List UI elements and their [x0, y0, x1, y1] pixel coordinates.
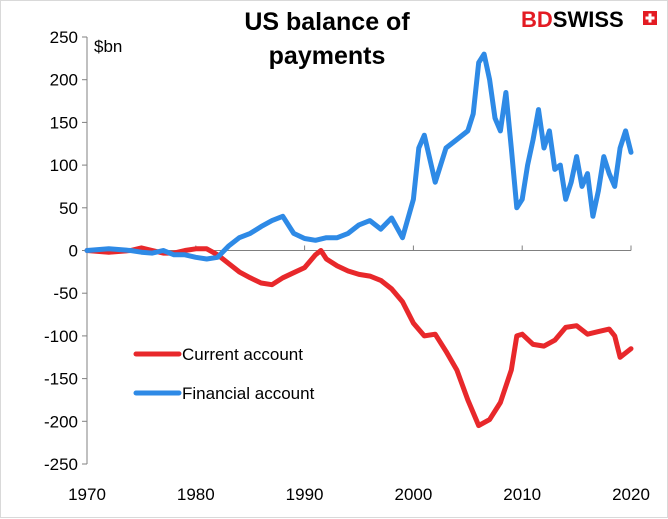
y-tick-label: -250 — [44, 455, 78, 474]
y-tick-label: -200 — [44, 412, 78, 431]
current-account-line — [84, 245, 634, 429]
axes: 250 200 150 100 50 0 -50 -100 -150 -200 -250 1970 19… — [44, 28, 650, 504]
y-tick-label: 50 — [59, 199, 78, 218]
y-tick-label: -50 — [53, 284, 78, 303]
chart-title-line1: US balance of — [244, 8, 410, 36]
brand-bd-text: BDSWISS — [521, 7, 624, 32]
legend: Current account Financial account — [133, 345, 315, 403]
x-tick-label: 1970 — [68, 485, 106, 504]
legend-label-current-account: Current account — [182, 345, 303, 364]
financial-account-line — [84, 51, 634, 262]
y-tick-label: -150 — [44, 370, 78, 389]
y-tick-label: 0 — [69, 242, 78, 261]
chart-title-line2: payments — [269, 42, 386, 70]
x-tick-label: 1980 — [177, 485, 215, 504]
brand-cross-icon — [643, 11, 657, 25]
y-tick-label: -100 — [44, 327, 78, 346]
brand-logo: BDSWISS — [521, 7, 657, 32]
y-tick-label: 150 — [50, 113, 78, 132]
unit-label: $bn — [94, 37, 122, 56]
y-tick-label: 200 — [50, 71, 78, 90]
x-tick-label: 1990 — [286, 485, 324, 504]
x-tick-label: 2000 — [394, 485, 432, 504]
x-tick-label: 2020 — [612, 485, 650, 504]
x-tick-label: 2010 — [503, 485, 541, 504]
series-layer — [84, 51, 634, 429]
y-tick-label: 250 — [50, 28, 78, 47]
y-tick-label: 100 — [50, 156, 78, 175]
legend-label-financial-account: Financial account — [182, 384, 315, 403]
